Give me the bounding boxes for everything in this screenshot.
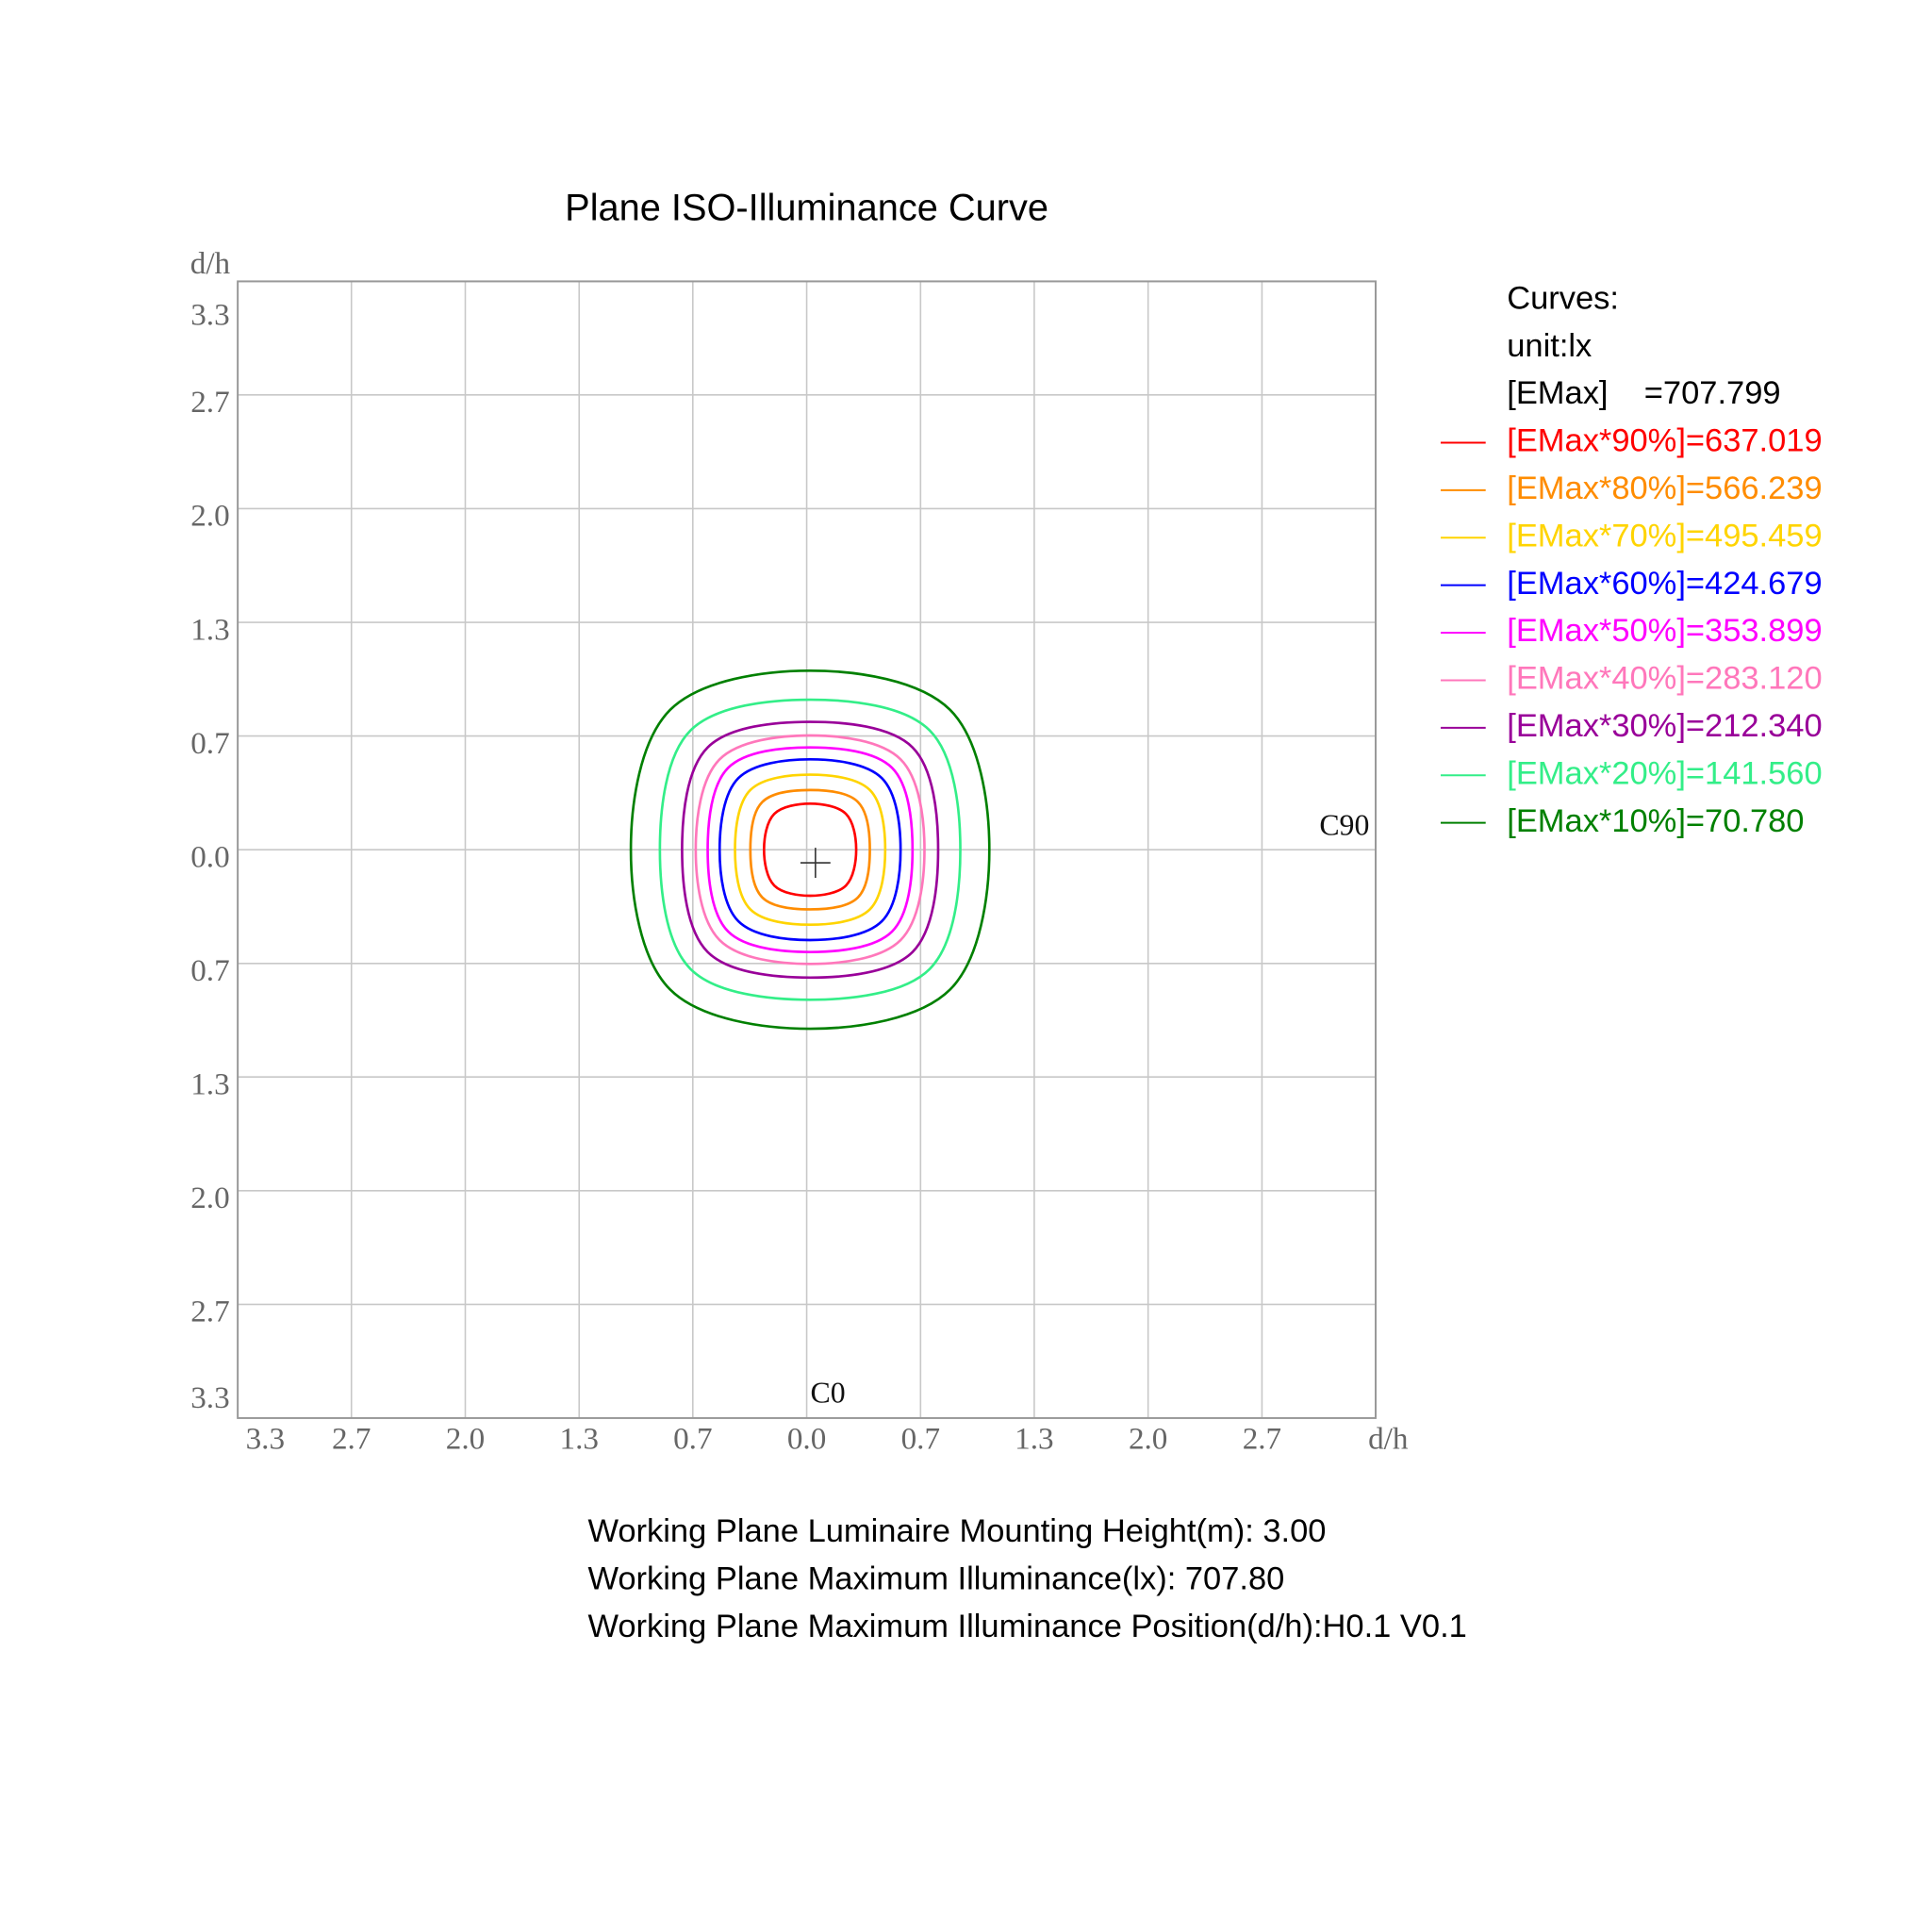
note: Working Plane Maximum Illuminance(lx): 7… [587, 1560, 1284, 1596]
legend-emax: [EMax] =707.799 [1507, 375, 1780, 411]
y-tick-label: 1.3 [190, 1066, 229, 1101]
y-tick-label: 0.7 [190, 726, 229, 761]
y-tick-label: 2.0 [190, 499, 229, 534]
contour-line [734, 773, 887, 927]
legend-unit: unit:lx [1507, 328, 1592, 364]
y-tick-label: 3.3 [190, 297, 229, 332]
contour-line [749, 788, 871, 911]
legend-label: [EMax*10%]=70.780 [1507, 803, 1804, 839]
legend-label: [EMax*90%]=637.019 [1507, 423, 1822, 459]
legend-label: [EMax*20%]=141.560 [1507, 755, 1822, 791]
x-tick-label: 0.7 [673, 1422, 712, 1457]
y-tick-label: 3.3 [190, 1380, 229, 1415]
legend-label: [EMax*50%]=353.899 [1507, 613, 1822, 649]
y-tick-label: 2.7 [190, 385, 229, 420]
x-tick-label: 2.0 [1129, 1422, 1167, 1457]
legend-label: [EMax*70%]=495.459 [1507, 518, 1822, 553]
y-tick-label: 1.3 [190, 612, 229, 647]
legend-title: Curves: [1507, 280, 1619, 316]
contour-line [658, 698, 962, 1001]
contour-line [706, 746, 915, 953]
x-axis-label: d/h [1368, 1422, 1409, 1457]
contour-line [681, 720, 940, 980]
annotation: C0 [811, 1376, 846, 1409]
x-tick-label: 1.3 [1015, 1422, 1053, 1457]
note: Working Plane Maximum Illuminance Positi… [587, 1609, 1466, 1644]
x-tick-label: 0.7 [901, 1422, 940, 1457]
note: Working Plane Luminaire Mounting Height(… [587, 1513, 1326, 1549]
contour-line [694, 734, 926, 966]
x-tick-label: 3.3 [246, 1422, 285, 1457]
x-tick-label: 0.0 [787, 1422, 826, 1457]
chart-title: Plane ISO-Illuminance Curve [565, 187, 1048, 228]
y-tick-label: 0.7 [190, 953, 229, 988]
max-marker [800, 848, 831, 879]
plot-frame [237, 280, 1377, 1419]
y-tick-label: 2.7 [190, 1295, 229, 1329]
contour-line [762, 802, 858, 898]
y-tick-label: 0.0 [190, 839, 229, 874]
x-tick-label: 1.3 [560, 1422, 599, 1457]
x-tick-label: 2.7 [1243, 1422, 1281, 1457]
y-tick-label: 2.0 [190, 1181, 229, 1215]
x-tick-label: 2.7 [332, 1422, 371, 1457]
legend-label: [EMax*40%]=283.120 [1507, 661, 1822, 697]
contour-line [629, 669, 991, 1031]
legend-label: [EMax*80%]=566.239 [1507, 471, 1822, 506]
legend-label: [EMax*30%]=212.340 [1507, 708, 1822, 744]
y-axis-label: d/h [190, 246, 231, 281]
x-tick-label: 2.0 [446, 1422, 485, 1457]
contour-line [718, 757, 902, 942]
legend-label: [EMax*60%]=424.679 [1507, 566, 1822, 602]
annotation: C90 [1319, 808, 1369, 841]
